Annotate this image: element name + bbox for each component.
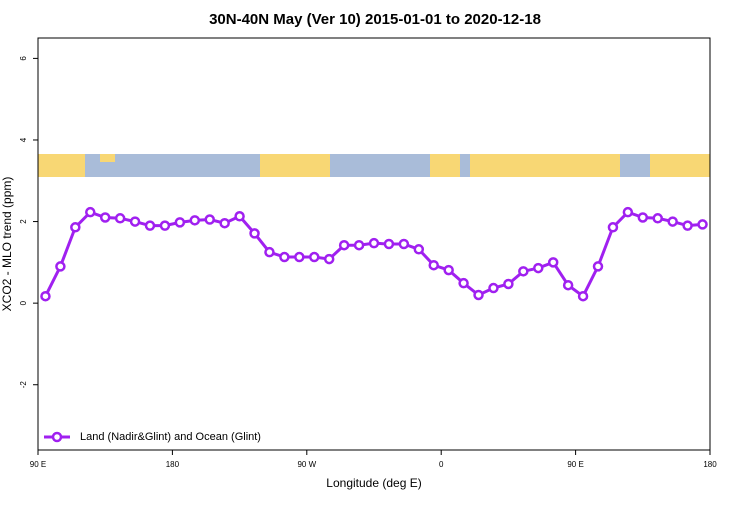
point xyxy=(652,213,663,224)
point xyxy=(458,277,469,289)
point xyxy=(428,259,439,271)
point xyxy=(682,220,693,231)
point xyxy=(413,244,425,255)
point xyxy=(70,222,81,233)
point xyxy=(577,290,589,302)
point xyxy=(174,217,186,228)
point xyxy=(547,257,559,268)
y-tick-label: 4 xyxy=(19,137,28,142)
point xyxy=(323,253,335,265)
point xyxy=(503,278,514,290)
point xyxy=(667,216,678,227)
point xyxy=(114,213,126,224)
point xyxy=(55,261,66,272)
point xyxy=(144,220,156,231)
x-tick-label: 90 E xyxy=(30,460,46,469)
map-strip xyxy=(38,154,710,177)
x-tick-label: 90 E xyxy=(567,460,583,469)
point xyxy=(637,212,649,223)
point xyxy=(443,264,454,276)
series-line xyxy=(44,210,703,299)
point xyxy=(309,251,320,263)
point xyxy=(204,214,215,225)
point xyxy=(249,228,260,239)
point xyxy=(129,216,141,227)
point xyxy=(234,211,245,222)
y-tick-label: 6 xyxy=(19,56,28,61)
x-tick-label: 90 W xyxy=(297,460,316,469)
point xyxy=(383,238,395,250)
point xyxy=(294,251,305,263)
point xyxy=(622,206,634,218)
point xyxy=(533,262,544,274)
point xyxy=(368,237,380,249)
point xyxy=(518,266,529,277)
point xyxy=(219,217,230,229)
point xyxy=(338,239,350,251)
point xyxy=(85,206,96,218)
point xyxy=(697,219,708,230)
point xyxy=(264,246,275,258)
y-tick-label: 0 xyxy=(19,300,28,305)
legend-label: Land (Nadir&Glint) and Ocean (Glint) xyxy=(80,431,261,443)
y-tick-label: 2 xyxy=(19,219,28,224)
x-tick-label: 180 xyxy=(166,460,180,469)
point xyxy=(607,222,619,233)
x-axis-label: Longitude (deg E) xyxy=(326,476,421,490)
x-tick-label: 180 xyxy=(703,460,717,469)
point xyxy=(353,239,365,251)
point xyxy=(279,251,290,263)
chart-title: 30N-40N May (Ver 10) 2015-01-01 to 2020-… xyxy=(209,11,541,28)
y-tick-label: -2 xyxy=(19,381,28,389)
point xyxy=(473,289,484,301)
point xyxy=(592,261,604,272)
point xyxy=(159,220,171,231)
point xyxy=(40,290,51,302)
y-axis-label: XCO2 - MLO trend (ppm) xyxy=(0,177,14,312)
point xyxy=(488,282,499,294)
point xyxy=(189,215,201,226)
x-tick-label: 0 xyxy=(439,460,444,469)
point xyxy=(99,212,111,223)
point xyxy=(398,238,410,250)
plot-frame xyxy=(37,37,711,451)
point xyxy=(562,279,574,291)
legend-marker xyxy=(51,431,63,443)
